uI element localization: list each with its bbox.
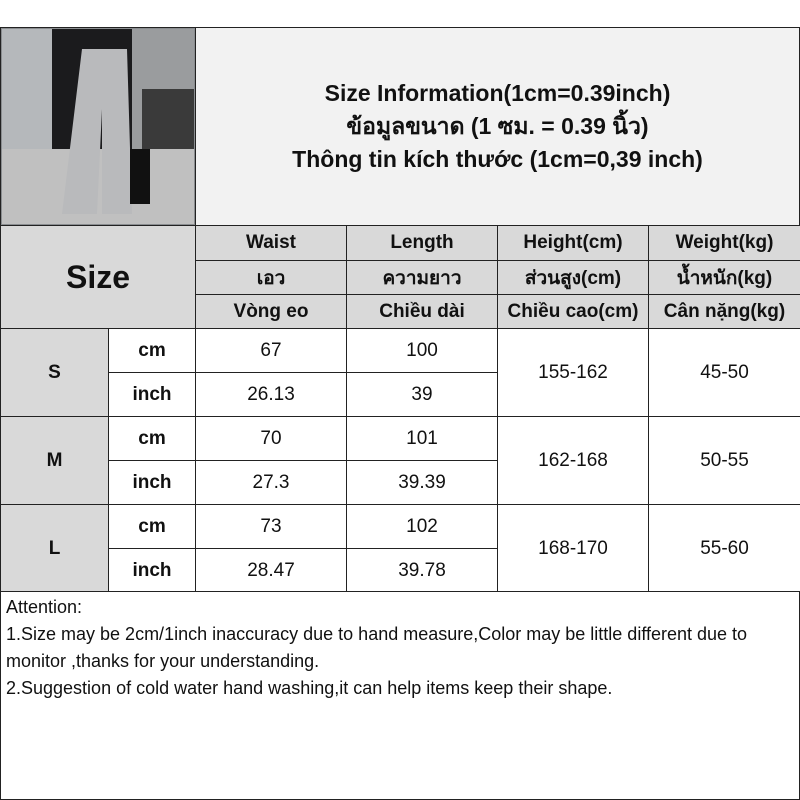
waist-cm-cell-text: 70 (260, 427, 282, 449)
title-vi: Thông tin kích thước (1cm=0,39 inch) (292, 146, 703, 172)
length-inch-cell: 39.78 (346, 548, 498, 593)
model-pants-image (2, 29, 194, 224)
length-cm-cell-text: 102 (406, 515, 438, 537)
waist-cm-cell-text: 73 (260, 515, 282, 537)
column-header-th: เอว (195, 260, 347, 295)
title-en: Size Information(1cm=0.39inch) (324, 80, 671, 106)
waist-inch-cell: 27.3 (195, 460, 347, 505)
unit-cell: cm (108, 416, 196, 461)
column-header-vi-text: Chiều cao(cm) (507, 300, 639, 322)
waist-cm-cell-text: 67 (260, 339, 282, 361)
unit-cell-text: cm (138, 339, 166, 361)
column-header-th: ความยาว (346, 260, 498, 295)
unit-cell-text: cm (138, 427, 166, 449)
column-header-vi: Vòng eo (195, 294, 347, 329)
unit-cell: inch (108, 548, 196, 593)
column-header-en-text: Weight(kg) (675, 232, 774, 253)
weight-cell: 50-55 (648, 416, 800, 505)
height-cell: 162-168 (497, 416, 649, 505)
waist-cm-cell: 73 (195, 504, 347, 549)
column-header-th-text: ส่วนสูง(cm) (524, 267, 622, 289)
weight-cell-text: 50-55 (700, 449, 749, 471)
length-inch-cell-text: 39.39 (398, 471, 446, 493)
column-header-vi: Cân nặng(kg) (648, 294, 800, 329)
size-header-label: Size (65, 258, 131, 295)
unit-cell: inch (108, 372, 196, 417)
length-inch-cell-text: 39 (411, 383, 433, 405)
notes-line-2: 2.Suggestion of cold water hand washing,… (6, 678, 613, 698)
column-header-vi-text: Cân nặng(kg) (663, 300, 786, 322)
size-cell: S (0, 328, 109, 417)
waist-inch-cell-text: 27.3 (252, 471, 290, 493)
column-header-th-text: ความยาว (382, 267, 462, 289)
waist-inch-cell-text: 28.47 (247, 559, 295, 581)
length-inch-cell-text: 39.78 (398, 559, 446, 581)
size-info-title: Size Information(1cm=0.39inch) ข้อมูลขนา… (195, 27, 800, 226)
size-cell-text: L (48, 537, 61, 559)
notes-heading: Attention: (6, 597, 83, 617)
size-cell: L (0, 504, 109, 593)
height-cell-text: 155-162 (538, 361, 608, 383)
length-cm-cell: 102 (346, 504, 498, 549)
waist-inch-cell: 28.47 (195, 548, 347, 593)
column-header-en: Weight(kg) (648, 225, 800, 261)
unit-cell: inch (108, 460, 196, 505)
size-header: Size (0, 225, 196, 329)
waist-inch-cell-text: 26.13 (247, 383, 295, 405)
waist-cm-cell: 67 (195, 328, 347, 373)
column-header-th: ส่วนสูง(cm) (497, 260, 649, 295)
length-cm-cell-text: 101 (406, 427, 438, 449)
length-cm-cell: 101 (346, 416, 498, 461)
length-cm-cell-text: 100 (406, 339, 438, 361)
waist-inch-cell: 26.13 (195, 372, 347, 417)
column-header-en: Height(cm) (497, 225, 649, 261)
column-header-th-text: เอว (256, 267, 286, 289)
column-header-th-text: น้ำหนัก(kg) (676, 267, 773, 289)
size-cell: M (0, 416, 109, 505)
product-photo (0, 27, 196, 226)
weight-cell: 55-60 (648, 504, 800, 593)
column-header-th: น้ำหนัก(kg) (648, 260, 800, 295)
weight-cell: 45-50 (648, 328, 800, 417)
height-cell: 155-162 (497, 328, 649, 417)
height-cell-text: 168-170 (538, 537, 608, 559)
size-cell-text: S (48, 361, 61, 383)
column-header-vi-text: Vòng eo (233, 300, 309, 322)
unit-cell-text: cm (138, 515, 166, 537)
column-header-vi: Chiều dài (346, 294, 498, 329)
column-header-en-text: Height(cm) (523, 232, 623, 253)
size-cell-text: M (46, 449, 63, 471)
column-header-en: Length (346, 225, 498, 261)
weight-cell-text: 45-50 (700, 361, 749, 383)
height-cell-text: 162-168 (538, 449, 608, 471)
column-header-en: Waist (195, 225, 347, 261)
notes-line-1: 1.Size may be 2cm/1inch inaccuracy due t… (6, 624, 748, 671)
weight-cell-text: 55-60 (700, 537, 749, 559)
waist-cm-cell: 70 (195, 416, 347, 461)
unit-cell-text: inch (132, 559, 172, 581)
length-inch-cell: 39.39 (346, 460, 498, 505)
unit-cell-text: inch (132, 383, 172, 405)
column-header-vi: Chiều cao(cm) (497, 294, 649, 329)
attention-notes: Attention: 1.Size may be 2cm/1inch inacc… (0, 591, 800, 800)
column-header-en-text: Waist (246, 232, 296, 253)
title-th: ข้อมูลขนาด (1 ซม. = 0.39 นิ้ว) (346, 113, 649, 139)
unit-cell: cm (108, 504, 196, 549)
column-header-en-text: Length (390, 232, 454, 253)
length-inch-cell: 39 (346, 372, 498, 417)
height-cell: 168-170 (497, 504, 649, 593)
length-cm-cell: 100 (346, 328, 498, 373)
column-header-vi-text: Chiều dài (379, 300, 465, 322)
unit-cell: cm (108, 328, 196, 373)
unit-cell-text: inch (132, 471, 172, 493)
